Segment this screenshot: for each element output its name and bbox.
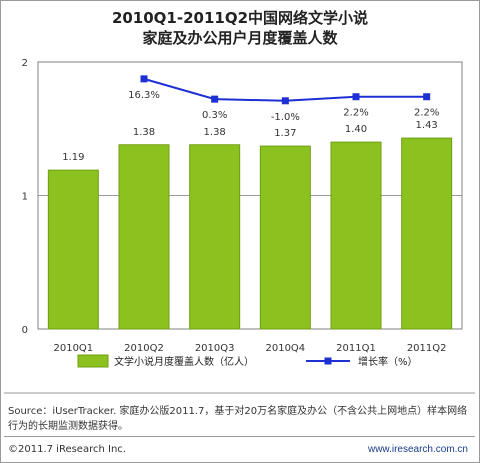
growth-marker xyxy=(211,95,219,103)
bar xyxy=(118,144,170,330)
x-tick-label: 2010Q1 xyxy=(53,343,93,354)
chart-title-line1: 2010Q1-2011Q2中国网络文学小说 xyxy=(111,9,369,27)
growth-value-label: 2.2% xyxy=(343,108,368,119)
y-tick-label: 1 xyxy=(22,192,28,203)
x-tick-label: 2011Q2 xyxy=(407,343,447,354)
footer-website[interactable]: www.iresearch.com.cn xyxy=(367,444,468,455)
legend-line-marker xyxy=(324,357,332,365)
footer-copyright: ©2011.7 iResearch Inc. xyxy=(8,444,126,455)
x-tick-label: 2010Q3 xyxy=(195,343,235,354)
bar-value-label: 1.37 xyxy=(274,128,296,139)
bar xyxy=(330,141,382,330)
bar-value-label: 1.43 xyxy=(416,120,438,131)
legend-line-label: 增长率（%） xyxy=(358,355,418,368)
bar-value-label: 1.19 xyxy=(62,152,84,163)
x-tick-label: 2011Q1 xyxy=(336,343,376,354)
growth-value-label: 16.3% xyxy=(128,90,160,101)
growth-marker xyxy=(423,93,431,101)
growth-value-label: 0.3% xyxy=(202,110,227,121)
bar xyxy=(189,144,241,330)
bar-value-label: 1.40 xyxy=(345,124,367,135)
footer-divider xyxy=(4,436,475,437)
y-tick-label: 2 xyxy=(22,58,28,69)
x-tick-label: 2010Q4 xyxy=(265,343,305,354)
y-tick-label: 0 xyxy=(22,325,28,336)
chart-title: 2010Q1-2011Q2中国网络文学小说 家庭及办公用户月度覆盖人数 xyxy=(0,8,480,48)
growth-marker xyxy=(352,93,360,101)
bar xyxy=(47,169,99,330)
growth-value-label: -1.0% xyxy=(271,112,300,123)
bar-value-label: 1.38 xyxy=(204,127,226,138)
chart-svg: 0 1 2 1.19 1.38 1.38 1.37 1.40 1.43 2010Q1 2010Q2 2… xyxy=(4,58,475,394)
bar xyxy=(259,145,311,330)
x-tick-label: 2010Q2 xyxy=(124,343,164,354)
bar-value-label: 1.38 xyxy=(133,127,155,138)
legend-bar-label: 文学小说月度覆盖人数（亿人） xyxy=(114,355,254,368)
growth-marker xyxy=(281,97,289,105)
growth-value-label: 2.2% xyxy=(414,108,439,119)
legend-bar-swatch xyxy=(77,354,109,368)
chart-title-line2: 家庭及办公用户月度覆盖人数 xyxy=(142,29,338,47)
source-note: Source：iUserTracker. 家庭办公版2011.7，基于对20万名… xyxy=(8,406,468,432)
growth-marker xyxy=(140,75,148,83)
bar xyxy=(401,137,453,330)
